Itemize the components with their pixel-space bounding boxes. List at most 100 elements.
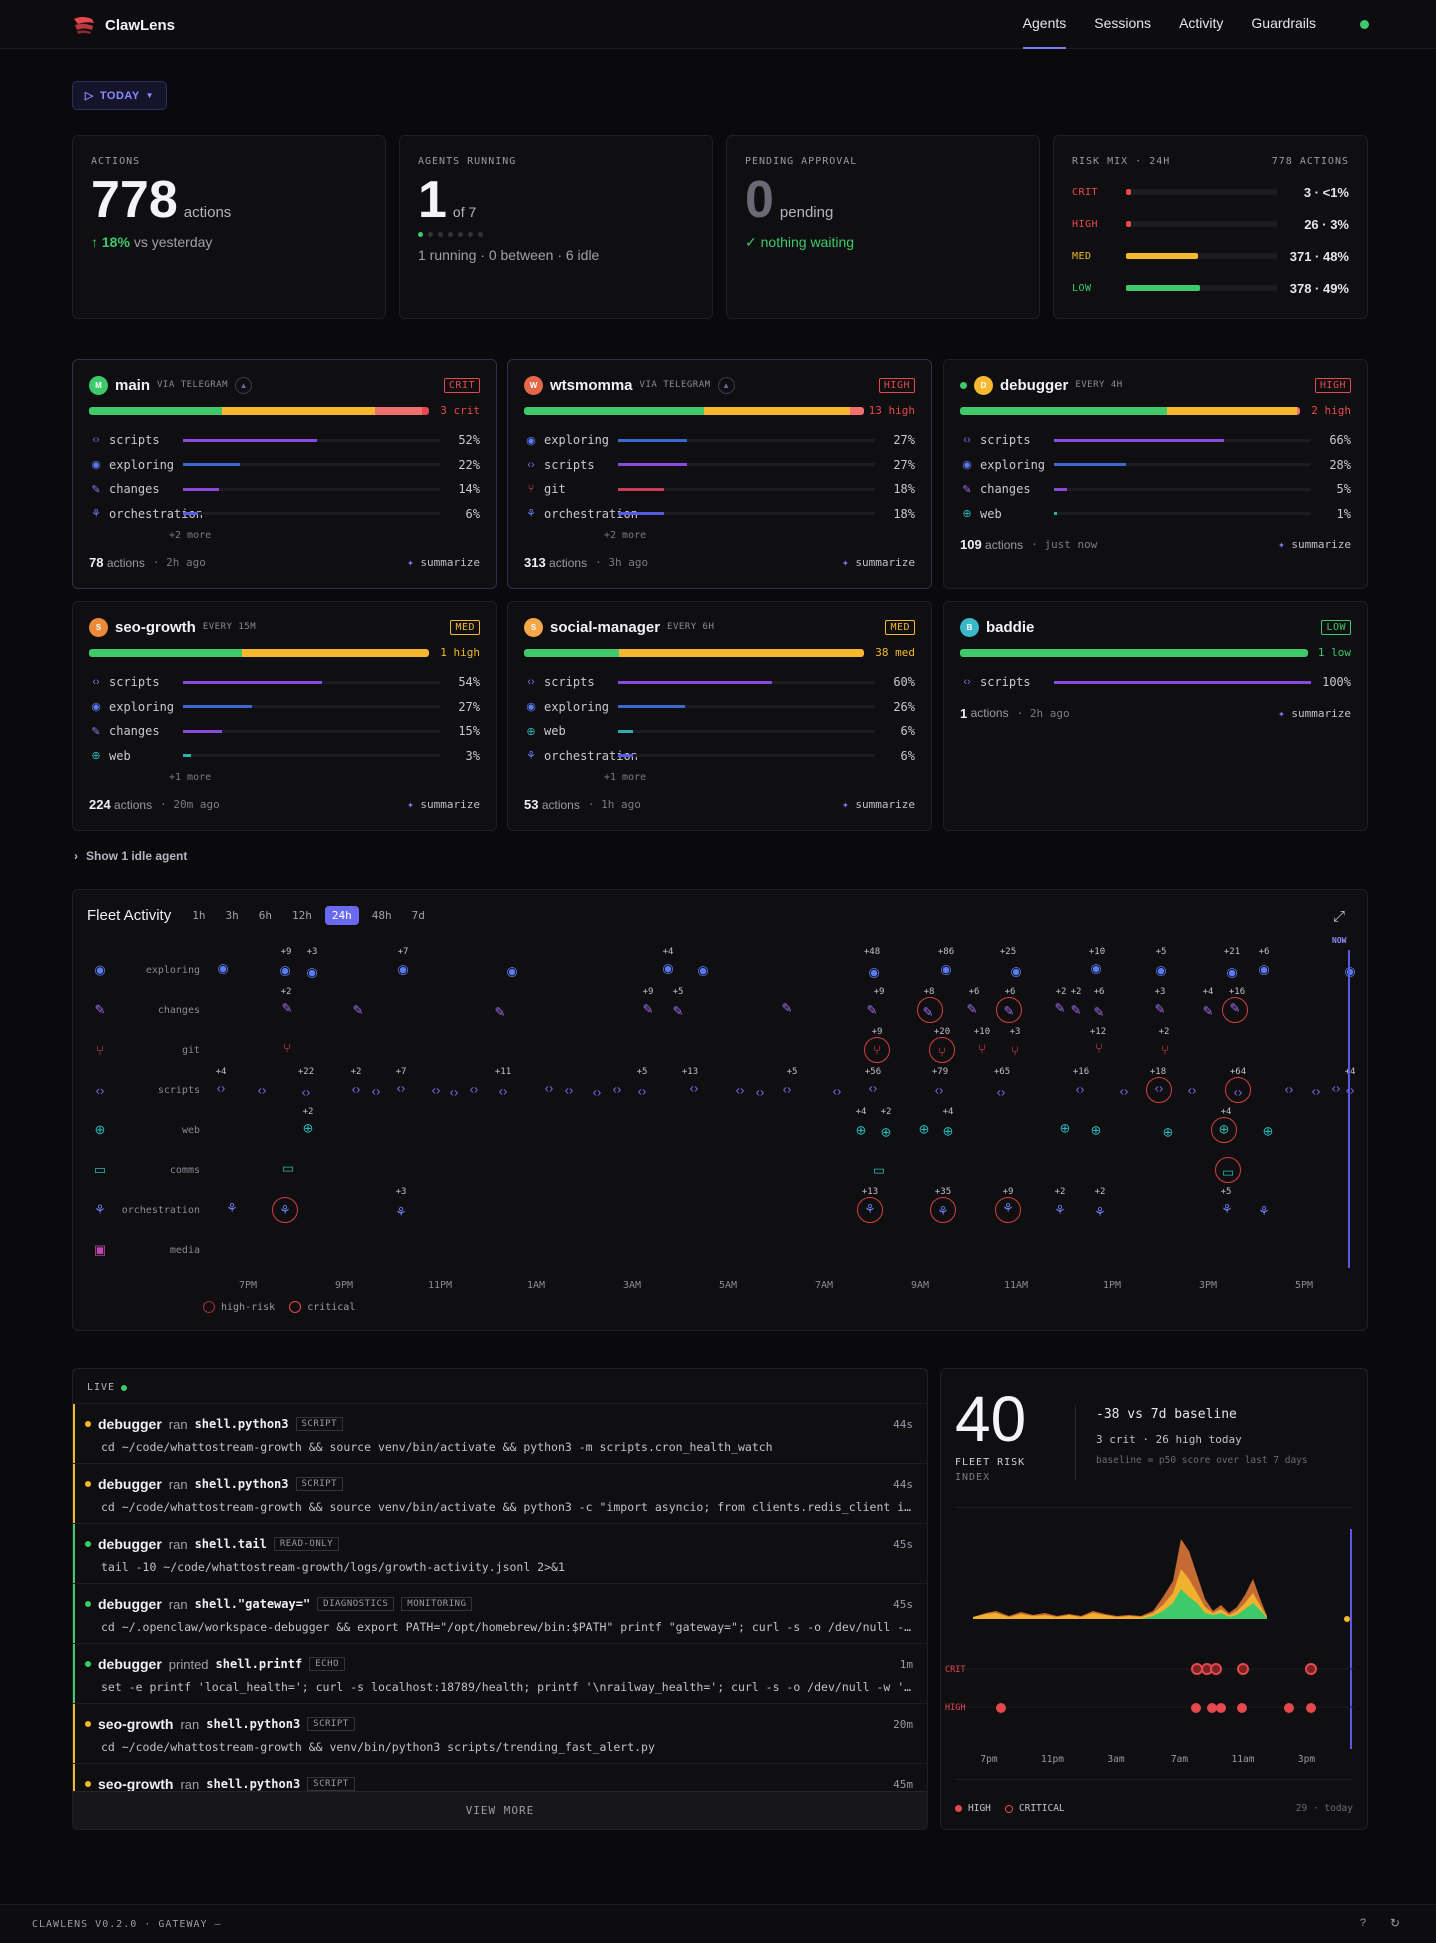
high-risk-marker[interactable] <box>1225 1077 1251 1103</box>
range-24h[interactable]: 24h <box>324 906 359 925</box>
scripts-event-icon[interactable]: ‹› <box>498 1083 508 1099</box>
high-risk-marker[interactable] <box>1146 1077 1172 1103</box>
live-row[interactable]: seo-growth ran shell.python3 SCRIPT 20m c… <box>73 1703 927 1763</box>
summarize-button[interactable]: ✦ summarize <box>407 798 480 811</box>
range-48h[interactable]: 48h <box>371 909 392 922</box>
changes-event-icon[interactable]: ✎ <box>352 1002 364 1018</box>
changes-event-icon[interactable]: ✎ <box>672 1003 684 1019</box>
git-event-icon[interactable]: ⑂ <box>978 1041 986 1057</box>
scripts-event-icon[interactable]: ‹› <box>1311 1083 1321 1099</box>
agent-card-seo-growth[interactable]: S seo-growth EVERY 15M MED 1 high ‹› scri… <box>72 601 497 831</box>
web-event-icon[interactable]: ⊕ <box>1162 1124 1174 1140</box>
web-event-icon[interactable]: ⊕ <box>880 1124 892 1140</box>
changes-event-icon[interactable]: ✎ <box>1154 1001 1166 1017</box>
high-risk-marker[interactable] <box>995 1197 1021 1223</box>
scripts-event-icon[interactable]: ‹› <box>1345 1082 1355 1098</box>
high-risk-marker[interactable] <box>864 1037 890 1063</box>
date-filter-button[interactable]: ▷ TODAY ▼ <box>72 81 167 110</box>
exploring-event-icon[interactable]: ◉ <box>662 960 674 976</box>
exploring-event-icon[interactable]: ◉ <box>940 961 952 977</box>
summarize-button[interactable]: ✦ summarize <box>1278 538 1351 551</box>
scripts-event-icon[interactable]: ‹› <box>1075 1081 1085 1097</box>
exploring-event-icon[interactable]: ◉ <box>1090 960 1102 976</box>
scripts-event-icon[interactable]: ‹› <box>544 1080 554 1096</box>
scripts-event-icon[interactable]: ‹› <box>612 1081 622 1097</box>
web-event-icon[interactable]: ⊕ <box>855 1122 867 1138</box>
high-event-dot[interactable] <box>1216 1703 1226 1713</box>
live-row[interactable]: debugger ran shell.python3 SCRIPT 44s cd … <box>73 1463 927 1523</box>
scripts-event-icon[interactable]: ‹› <box>216 1080 226 1096</box>
more-categories[interactable]: +1 more <box>604 772 647 783</box>
comms-event-icon[interactable]: ▭ <box>872 1162 886 1178</box>
changes-event-icon[interactable]: ✎ <box>781 1000 793 1016</box>
orchestration-event-icon[interactable]: ⚘ <box>1221 1201 1233 1217</box>
high-event-dot[interactable] <box>1191 1703 1201 1713</box>
more-categories[interactable]: +1 more <box>169 772 212 783</box>
range-6h[interactable]: 6h <box>258 909 272 922</box>
more-categories[interactable]: +2 more <box>169 530 212 541</box>
scripts-event-icon[interactable]: ‹› <box>431 1082 441 1098</box>
nav-activity[interactable]: Activity <box>1179 15 1224 31</box>
exploring-event-icon[interactable]: ◉ <box>306 964 318 980</box>
exploring-event-icon[interactable]: ◉ <box>397 961 409 977</box>
scripts-event-icon[interactable]: ‹› <box>996 1084 1006 1100</box>
high-risk-marker[interactable] <box>272 1197 298 1223</box>
high-risk-marker[interactable] <box>996 997 1022 1023</box>
nav-guardrails[interactable]: Guardrails <box>1251 15 1316 31</box>
scripts-event-icon[interactable]: ‹› <box>301 1084 311 1100</box>
web-event-icon[interactable]: ⊕ <box>918 1121 930 1137</box>
orchestration-event-icon[interactable]: ⚘ <box>226 1200 238 1216</box>
critical-event-dot[interactable] <box>1305 1663 1317 1675</box>
scripts-event-icon[interactable]: ‹› <box>396 1080 406 1096</box>
range-12h[interactable]: 12h <box>291 909 312 922</box>
brand[interactable]: ClawLens <box>72 15 175 35</box>
web-event-icon[interactable]: ⊕ <box>1262 1123 1274 1139</box>
expand-icon[interactable]: ⤢ <box>1332 908 1345 925</box>
exploring-event-icon[interactable]: ◉ <box>506 963 518 979</box>
view-more-button[interactable]: VIEW MORE <box>73 1791 927 1829</box>
orchestration-event-icon[interactable]: ⚘ <box>1094 1204 1106 1220</box>
exploring-event-icon[interactable]: ◉ <box>1010 963 1022 979</box>
nav-agents[interactable]: Agents <box>1022 0 1067 49</box>
summarize-button[interactable]: ✦ summarize <box>1278 707 1351 720</box>
changes-event-icon[interactable]: ✎ <box>642 1001 654 1017</box>
agent-card-main[interactable]: M main VIA TELEGRAM ▲ CRIT 3 crit ‹› scrip… <box>72 359 497 589</box>
high-event-dot[interactable] <box>1306 1703 1316 1713</box>
refresh-icon[interactable]: ↻ <box>1389 1916 1400 1930</box>
agent-card-debugger[interactable]: D debugger EVERY 4H HIGH 2 high ‹› script… <box>943 359 1368 589</box>
orchestration-event-icon[interactable]: ⚘ <box>1054 1202 1066 1218</box>
summarize-button[interactable]: ✦ summarize <box>842 556 915 569</box>
exploring-event-icon[interactable]: ◉ <box>1344 963 1356 979</box>
summarize-button[interactable]: ✦ summarize <box>407 556 480 569</box>
comms-event-icon[interactable]: ▭ <box>281 1160 295 1176</box>
scripts-event-icon[interactable]: ‹› <box>782 1081 792 1097</box>
range-1h[interactable]: 1h <box>192 909 206 922</box>
live-row[interactable]: debugger ran shell."gateway=" DIAGNOSTICS… <box>73 1583 927 1643</box>
scripts-event-icon[interactable]: ‹› <box>1119 1083 1129 1099</box>
agent-card-wtsmomma[interactable]: W wtsmomma VIA TELEGRAM ▲ HIGH 13 high ◉ e… <box>507 359 932 589</box>
git-event-icon[interactable]: ⑂ <box>1161 1042 1169 1058</box>
scripts-event-icon[interactable]: ‹› <box>1331 1080 1341 1096</box>
web-event-icon[interactable]: ⊕ <box>1059 1120 1071 1136</box>
scripts-event-icon[interactable]: ‹› <box>1284 1081 1294 1097</box>
web-event-icon[interactable]: ⊕ <box>942 1123 954 1139</box>
changes-event-icon[interactable]: ✎ <box>1070 1002 1082 1018</box>
high-risk-marker[interactable] <box>1211 1117 1237 1143</box>
changes-event-icon[interactable]: ✎ <box>281 1000 293 1016</box>
agent-card-social-manager[interactable]: S social-manager EVERY 6H MED 38 med ‹› s… <box>507 601 932 831</box>
scripts-event-icon[interactable]: ‹› <box>469 1081 479 1097</box>
critical-event-dot[interactable] <box>1237 1663 1249 1675</box>
show-idle-toggle[interactable]: › Show 1 idle agent <box>74 849 187 863</box>
git-event-icon[interactable]: ⑂ <box>1011 1043 1019 1059</box>
more-categories[interactable]: +2 more <box>604 530 647 541</box>
summarize-button[interactable]: ✦ summarize <box>842 798 915 811</box>
changes-event-icon[interactable]: ✎ <box>1093 1004 1105 1020</box>
web-event-icon[interactable]: ⊕ <box>302 1120 314 1136</box>
high-risk-marker[interactable] <box>917 997 943 1023</box>
range-3h[interactable]: 3h <box>225 909 239 922</box>
changes-event-icon[interactable]: ✎ <box>1054 1000 1066 1016</box>
changes-event-icon[interactable]: ✎ <box>866 1002 878 1018</box>
scripts-event-icon[interactable]: ‹› <box>351 1081 361 1097</box>
scripts-event-icon[interactable]: ‹› <box>689 1080 699 1096</box>
high-event-dot[interactable] <box>996 1703 1006 1713</box>
